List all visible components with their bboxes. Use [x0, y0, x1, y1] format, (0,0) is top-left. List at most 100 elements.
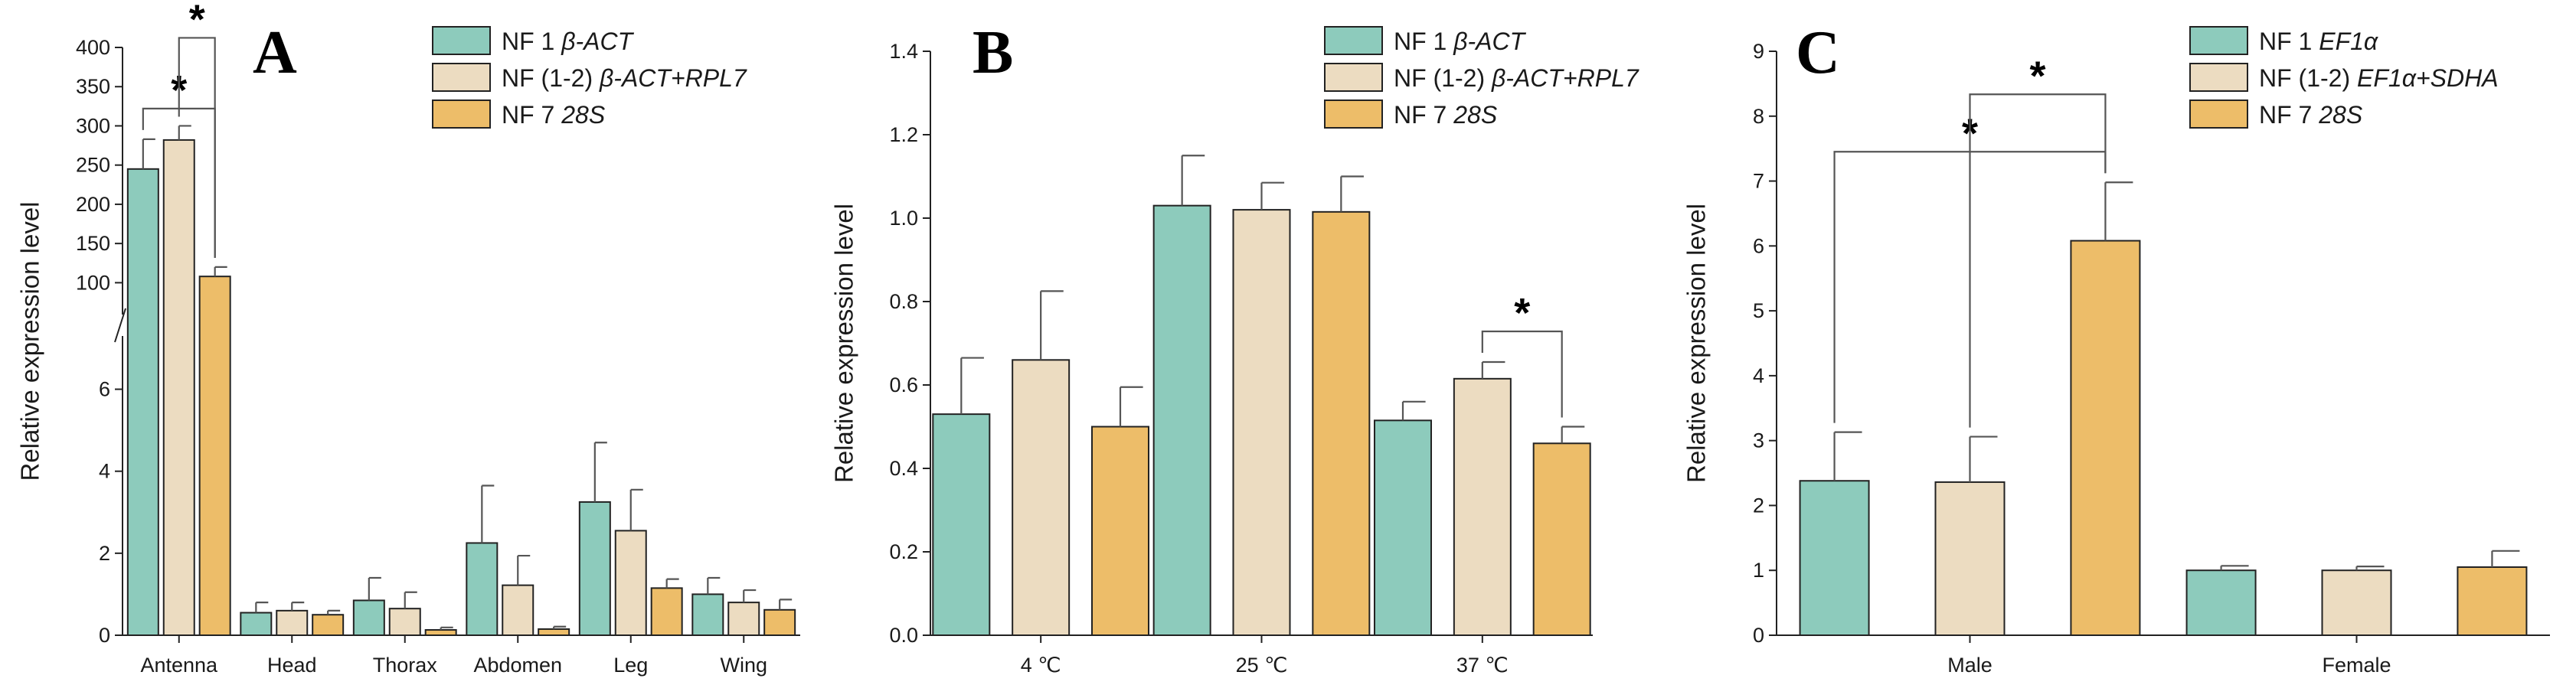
bar: [2321, 569, 2392, 637]
bar: [388, 608, 421, 637]
y-tick-label: 0.4: [889, 457, 918, 480]
bar: [1532, 442, 1591, 636]
significance-bracket: [178, 37, 216, 258]
y-tick-label: 100: [76, 271, 110, 294]
bar: [1152, 204, 1211, 636]
y-axis-label: Relative expression level: [830, 204, 858, 483]
y-tick-label: 0.2: [889, 540, 918, 563]
legend-entry: NF (1-2) EF1α+SDHA: [2259, 64, 2499, 92]
x-tick-label: Female: [2322, 654, 2391, 677]
significance-star: *: [2029, 53, 2045, 99]
y-tick-label: 1.4: [889, 40, 918, 63]
bar: [162, 139, 195, 637]
x-tick-label: Male: [1947, 654, 1992, 677]
bar: [2070, 240, 2141, 637]
y-tick-label: 400: [76, 36, 110, 59]
y-axis-label: Relative expression level: [16, 201, 44, 481]
panel-b-chart: 0.0 0.2 0.4 0.6 0.8 1.0 1.2 1.4 Relative express…: [830, 19, 1639, 677]
legend-entry: NF (1-2) β-ACT+RPL7: [502, 64, 747, 92]
x-tick-label: Thorax: [373, 654, 438, 677]
panel-a-chart: 0 2 4 6 100 150 200 250 300 350 400 Relative expres…: [16, 0, 808, 677]
x-tick-label: Head: [267, 654, 317, 677]
y-tick-label: 4: [1753, 364, 1764, 387]
x-tick-label: Antenna: [140, 654, 218, 677]
panel-c-chart: 0 1 2 3 4 5 6 7 8 9 Relative expression level Male F…: [1682, 19, 2550, 677]
bar: [691, 593, 724, 637]
x-tick-label: 25 ℃: [1236, 654, 1288, 677]
bar: [1373, 419, 1432, 636]
y-tick-label: 3: [1753, 429, 1764, 452]
y-tick-label: 7: [1753, 170, 1764, 193]
y-tick-label: 0: [1753, 624, 1764, 647]
y-tick-label: 0.0: [889, 624, 918, 647]
bar: [1934, 481, 2006, 636]
bar: [352, 599, 385, 637]
bar: [502, 584, 534, 637]
legend-entry: NF 1 EF1α: [2259, 28, 2378, 55]
legend-entry: NF 7 28S: [502, 101, 605, 129]
bar: [650, 587, 683, 637]
bar: [466, 542, 499, 637]
legend-swatch: [2189, 63, 2248, 92]
panel-letter: A: [253, 19, 297, 86]
bar: [1312, 210, 1371, 636]
legend-swatch: [432, 99, 491, 129]
bar: [1232, 209, 1291, 637]
bar: [1012, 359, 1071, 636]
bar: [126, 168, 159, 637]
legend-swatch: [432, 63, 491, 92]
y-tick-label: 9: [1753, 40, 1764, 63]
y-tick-label: 2: [1753, 494, 1764, 517]
legend-swatch: [1324, 26, 1383, 55]
y-tick-label: 200: [76, 193, 110, 216]
bar: [2185, 569, 2257, 637]
bar: [727, 602, 760, 637]
legend-entry: NF 7 28S: [1394, 101, 1497, 129]
y-tick-label: 8: [1753, 105, 1764, 128]
y-tick-label: 4: [99, 460, 110, 483]
y-tick-label: 300: [76, 114, 110, 137]
significance-bracket: [1969, 93, 2107, 428]
significance-star: *: [189, 0, 205, 42]
y-tick-label: 250: [76, 154, 110, 177]
bar: [240, 612, 273, 636]
panel-letter: C: [1796, 19, 1840, 86]
bar: [1453, 377, 1512, 636]
legend-swatch: [2189, 99, 2248, 129]
legend-entry: NF 1 β-ACT: [502, 28, 635, 55]
panel-letter: B: [973, 19, 1013, 86]
y-tick-label: 2: [99, 542, 110, 565]
x-tick-label: Leg: [613, 654, 648, 677]
y-tick-label: 1.2: [889, 123, 918, 146]
y-tick-label: 6: [99, 378, 110, 401]
bar: [276, 609, 309, 636]
significance-star: *: [1514, 290, 1530, 336]
x-tick-label: 4 ℃: [1021, 654, 1061, 677]
axis-break-slash: [114, 308, 126, 343]
bar: [763, 608, 796, 636]
bar: [2457, 566, 2528, 637]
y-tick-label: 6: [1753, 234, 1764, 257]
y-tick-label: 350: [76, 75, 110, 98]
legend-swatch: [1324, 99, 1383, 129]
bar: [424, 629, 457, 636]
legend-swatch: [432, 26, 491, 55]
legend-swatch: [2189, 26, 2248, 55]
x-tick-label: Wing: [720, 654, 767, 677]
bar: [614, 530, 647, 637]
bar: [1091, 426, 1150, 636]
bar: [1799, 480, 1870, 636]
significance-bracket: [1481, 330, 1563, 418]
bar: [932, 413, 991, 637]
legend-entry: NF 7 28S: [2259, 101, 2362, 129]
y-tick-label: 0.6: [889, 373, 918, 396]
x-tick-label: Abdomen: [473, 654, 562, 677]
legend-entry: NF 1 β-ACT: [1394, 28, 1527, 55]
legend-swatch: [1324, 63, 1383, 92]
y-tick-label: 0.8: [889, 290, 918, 313]
y-tick-label: 0: [99, 624, 110, 647]
bar: [198, 276, 231, 636]
x-tick-label: 37 ℃: [1456, 654, 1509, 677]
bar: [312, 614, 345, 637]
